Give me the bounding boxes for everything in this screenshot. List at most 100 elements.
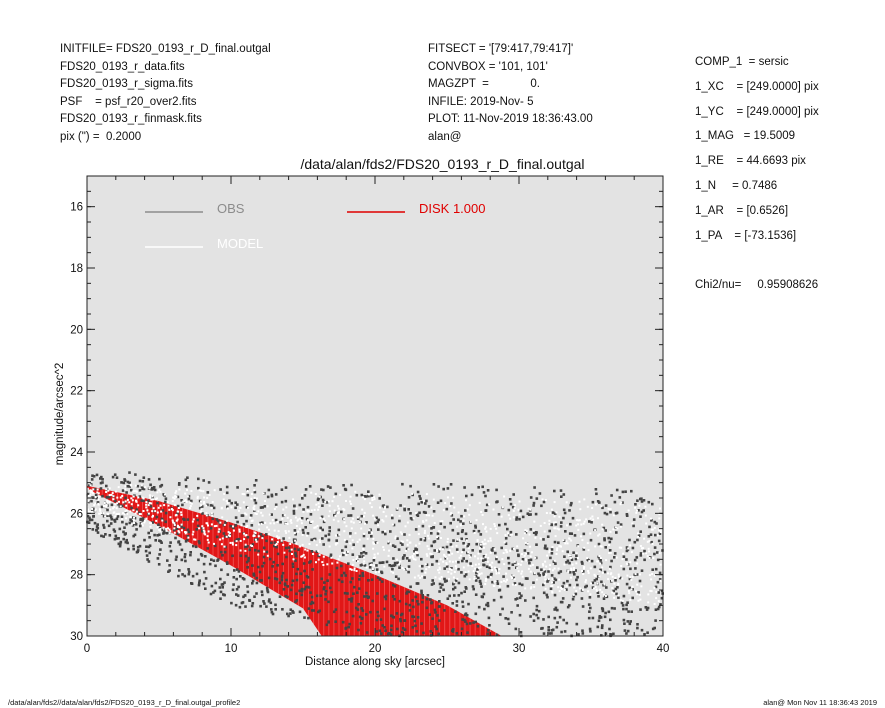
data-point <box>389 628 393 632</box>
data-point <box>426 594 430 597</box>
data-point <box>117 486 120 489</box>
data-point <box>395 612 399 615</box>
data-point <box>554 578 558 582</box>
data-point <box>443 609 446 612</box>
data-point <box>113 530 117 533</box>
data-point <box>471 549 474 552</box>
data-point <box>418 511 421 515</box>
data-point <box>575 554 578 557</box>
data-point <box>261 506 264 509</box>
data-point <box>349 535 352 538</box>
data-point <box>238 605 242 609</box>
data-point <box>303 587 307 591</box>
data-point <box>478 573 481 576</box>
data-point <box>356 517 360 520</box>
data-point <box>626 563 629 566</box>
data-point <box>403 619 407 622</box>
data-point <box>251 545 253 547</box>
data-point <box>208 562 212 566</box>
data-point <box>461 605 465 608</box>
data-point <box>86 494 89 497</box>
data-point <box>660 589 664 593</box>
data-point <box>485 530 488 533</box>
data-point <box>100 534 103 538</box>
data-point <box>288 549 292 553</box>
data-point <box>467 602 470 606</box>
data-point <box>427 505 431 508</box>
data-point <box>549 587 553 590</box>
data-point <box>239 575 242 578</box>
data-point <box>178 569 181 572</box>
data-point <box>337 520 340 523</box>
data-point <box>218 530 222 533</box>
data-point <box>339 493 342 496</box>
data-point <box>474 567 477 570</box>
data-point <box>290 583 294 587</box>
data-point <box>625 603 628 607</box>
data-point <box>294 600 297 604</box>
data-point <box>455 548 459 551</box>
data-point <box>112 528 116 531</box>
data-point <box>417 602 420 606</box>
data-point <box>360 607 363 610</box>
data-point <box>271 565 274 568</box>
data-point <box>126 512 129 515</box>
data-point <box>486 489 490 492</box>
data-point <box>293 540 296 544</box>
data-point <box>158 477 161 481</box>
data-point <box>128 485 131 488</box>
data-point <box>176 495 180 499</box>
data-point <box>422 537 425 540</box>
data-point <box>106 513 109 516</box>
data-point <box>384 629 387 632</box>
data-point <box>504 549 507 551</box>
data-point <box>377 524 380 527</box>
data-point <box>183 518 186 521</box>
data-point <box>196 497 199 500</box>
data-point <box>303 616 306 619</box>
data-point <box>150 502 153 505</box>
data-point <box>145 545 148 548</box>
data-point <box>310 521 313 523</box>
data-point <box>324 589 328 593</box>
data-point <box>625 558 628 561</box>
data-point <box>464 612 468 615</box>
data-point <box>201 525 204 528</box>
data-point <box>284 486 288 489</box>
data-point <box>486 632 489 636</box>
data-point <box>443 525 446 529</box>
data-point <box>286 612 289 616</box>
data-point <box>336 542 339 545</box>
data-point <box>225 535 228 538</box>
data-point <box>597 534 600 537</box>
data-point <box>207 530 210 533</box>
data-point <box>631 585 634 588</box>
data-point <box>421 596 425 599</box>
data-point <box>570 501 573 505</box>
data-point <box>122 481 126 485</box>
data-point <box>532 612 535 616</box>
data-point <box>236 486 239 489</box>
data-point <box>282 537 285 540</box>
data-point <box>176 524 179 527</box>
data-point <box>518 582 521 586</box>
data-point <box>333 513 336 517</box>
data-point <box>123 513 126 516</box>
data-point <box>591 616 595 620</box>
data-point <box>373 556 375 559</box>
data-point <box>244 605 247 608</box>
data-point <box>300 587 304 591</box>
data-point <box>475 571 478 575</box>
data-point <box>452 539 455 542</box>
data-point <box>439 522 443 525</box>
data-point <box>483 538 486 541</box>
data-point <box>146 558 149 561</box>
data-point <box>415 582 419 585</box>
data-point <box>450 512 453 515</box>
data-point <box>477 605 481 609</box>
data-point <box>449 521 452 525</box>
data-point <box>478 547 481 550</box>
data-point <box>547 628 550 632</box>
data-point <box>607 536 610 540</box>
data-point <box>115 507 118 510</box>
